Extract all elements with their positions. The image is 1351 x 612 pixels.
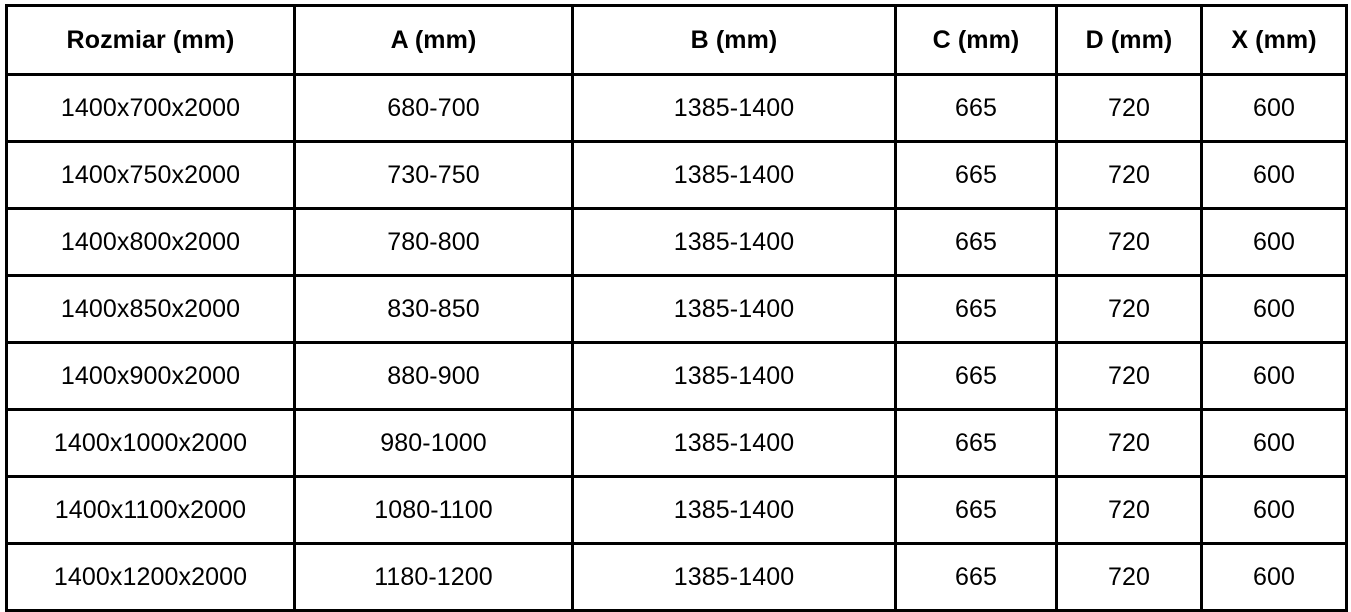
cell-x: 600: [1200, 274, 1348, 344]
table-body: 1400x700x2000 680-700 1385-1400 665 720 …: [5, 73, 1348, 612]
cell-c: 665: [894, 140, 1058, 210]
dimensions-table-container: Rozmiar (mm) A (mm) B (mm) C (mm) D (mm)…: [5, 4, 1348, 612]
cell-size: 1400x1000x2000: [5, 408, 296, 478]
cell-c: 665: [894, 341, 1058, 411]
cell-a: 730-750: [293, 140, 574, 210]
cell-x: 600: [1200, 341, 1348, 411]
cell-size: 1400x1200x2000: [5, 542, 296, 612]
cell-x: 600: [1200, 73, 1348, 143]
column-header-d: D (mm): [1055, 4, 1203, 76]
column-header-size: Rozmiar (mm): [5, 4, 296, 76]
cell-b: 1385-1400: [571, 542, 897, 612]
table-row: 1400x850x2000 830-850 1385-1400 665 720 …: [5, 274, 1348, 344]
cell-x: 600: [1200, 207, 1348, 277]
cell-a: 680-700: [293, 73, 574, 143]
cell-b: 1385-1400: [571, 73, 897, 143]
cell-size: 1400x800x2000: [5, 207, 296, 277]
cell-x: 600: [1200, 475, 1348, 545]
column-header-a: A (mm): [293, 4, 574, 76]
column-header-c: C (mm): [894, 4, 1058, 76]
cell-x: 600: [1200, 140, 1348, 210]
table-row: 1400x900x2000 880-900 1385-1400 665 720 …: [5, 341, 1348, 411]
cell-x: 600: [1200, 542, 1348, 612]
cell-a: 780-800: [293, 207, 574, 277]
table-row: 1400x1100x2000 1080-1100 1385-1400 665 7…: [5, 475, 1348, 545]
cell-c: 665: [894, 542, 1058, 612]
cell-c: 665: [894, 408, 1058, 478]
table-row: 1400x1000x2000 980-1000 1385-1400 665 72…: [5, 408, 1348, 478]
cell-b: 1385-1400: [571, 140, 897, 210]
cell-d: 720: [1055, 542, 1203, 612]
cell-a: 1080-1100: [293, 475, 574, 545]
cell-b: 1385-1400: [571, 274, 897, 344]
table-row: 1400x800x2000 780-800 1385-1400 665 720 …: [5, 207, 1348, 277]
column-header-x: X (mm): [1200, 4, 1348, 76]
cell-d: 720: [1055, 475, 1203, 545]
cell-size: 1400x750x2000: [5, 140, 296, 210]
column-header-b: B (mm): [571, 4, 897, 76]
cell-d: 720: [1055, 408, 1203, 478]
cell-size: 1400x700x2000: [5, 73, 296, 143]
cell-d: 720: [1055, 73, 1203, 143]
cell-c: 665: [894, 207, 1058, 277]
cell-a: 980-1000: [293, 408, 574, 478]
cell-d: 720: [1055, 341, 1203, 411]
cell-d: 720: [1055, 140, 1203, 210]
cell-a: 880-900: [293, 341, 574, 411]
cell-x: 600: [1200, 408, 1348, 478]
table-row: 1400x750x2000 730-750 1385-1400 665 720 …: [5, 140, 1348, 210]
cell-b: 1385-1400: [571, 341, 897, 411]
table-row: 1400x1200x2000 1180-1200 1385-1400 665 7…: [5, 542, 1348, 612]
cell-d: 720: [1055, 207, 1203, 277]
cell-b: 1385-1400: [571, 207, 897, 277]
dimensions-table: Rozmiar (mm) A (mm) B (mm) C (mm) D (mm)…: [5, 4, 1348, 612]
cell-a: 1180-1200: [293, 542, 574, 612]
cell-size: 1400x900x2000: [5, 341, 296, 411]
cell-a: 830-850: [293, 274, 574, 344]
table-row: 1400x700x2000 680-700 1385-1400 665 720 …: [5, 73, 1348, 143]
cell-b: 1385-1400: [571, 475, 897, 545]
table-header: Rozmiar (mm) A (mm) B (mm) C (mm) D (mm)…: [5, 4, 1348, 76]
cell-c: 665: [894, 475, 1058, 545]
table-header-row: Rozmiar (mm) A (mm) B (mm) C (mm) D (mm)…: [5, 4, 1348, 76]
cell-c: 665: [894, 274, 1058, 344]
cell-size: 1400x1100x2000: [5, 475, 296, 545]
cell-size: 1400x850x2000: [5, 274, 296, 344]
cell-d: 720: [1055, 274, 1203, 344]
cell-c: 665: [894, 73, 1058, 143]
cell-b: 1385-1400: [571, 408, 897, 478]
